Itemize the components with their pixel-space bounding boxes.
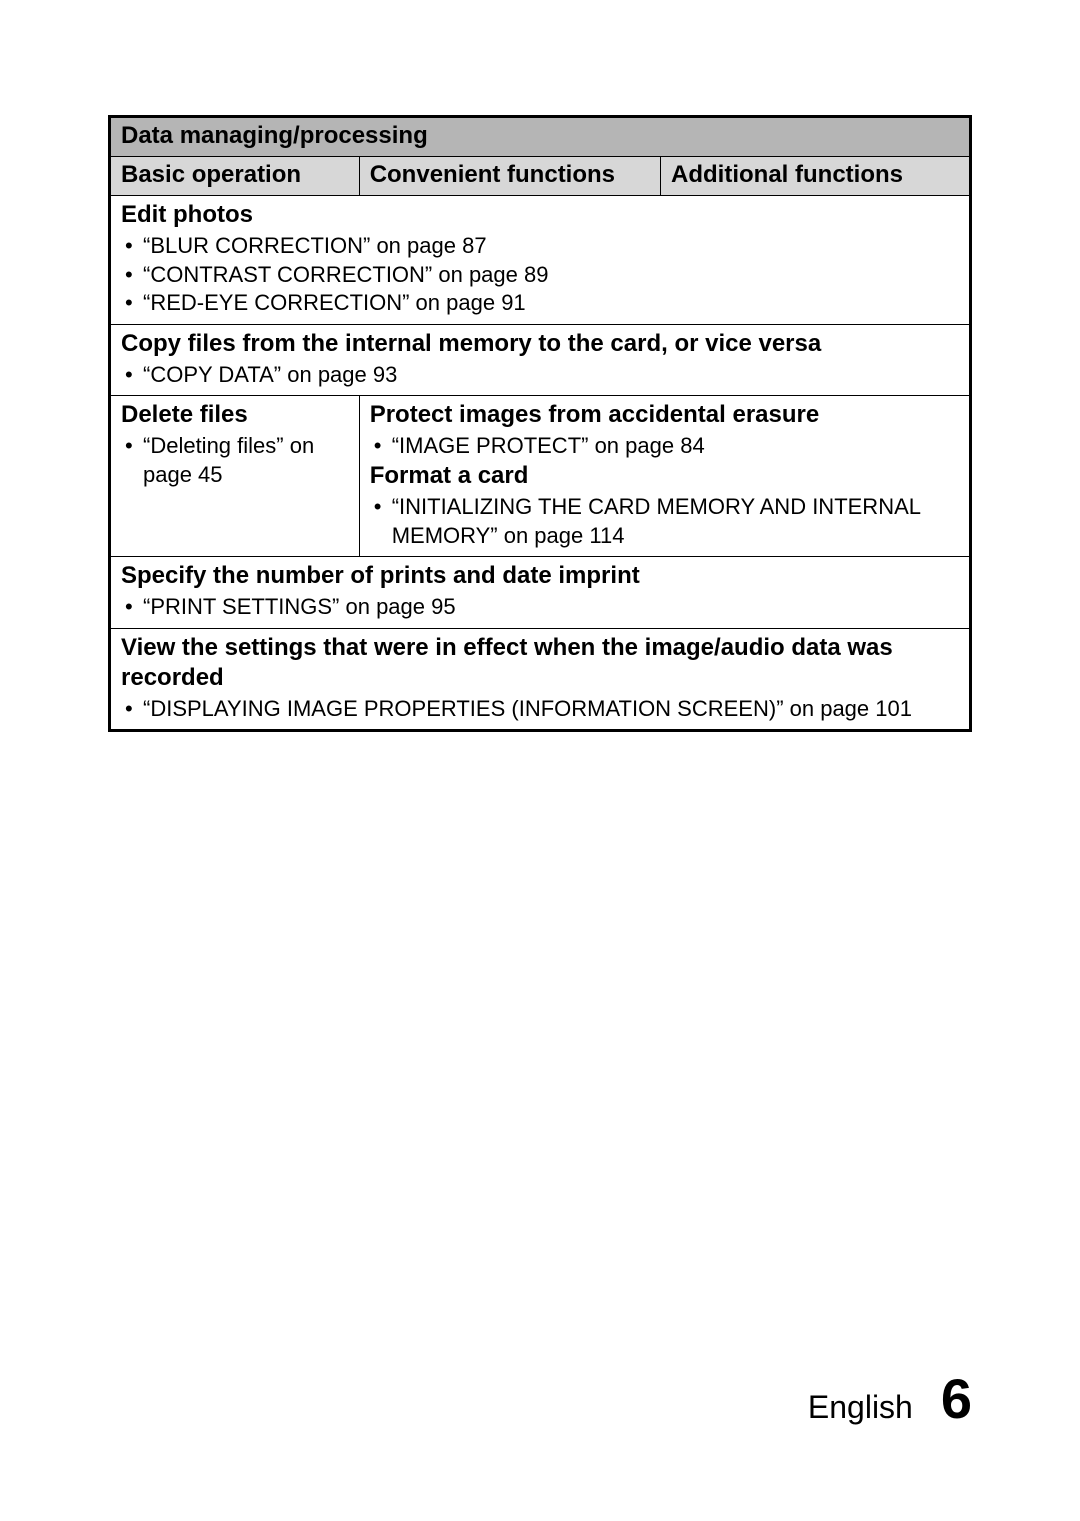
row-view-settings: View the settings that were in effect wh… [110, 628, 971, 731]
footer-page-number: 6 [941, 1366, 972, 1431]
row-delete-files: Delete files “Deleting files” on page 45 [110, 396, 360, 557]
row-protect-format: Protect images from accidental erasure “… [359, 396, 970, 557]
list-item: “RED-EYE CORRECTION” on page 91 [143, 289, 959, 318]
table-header-convenient-functions: Convenient functions [359, 157, 660, 196]
list-item: “DISPLAYING IMAGE PROPERTIES (INFORMATIO… [143, 695, 959, 724]
list-item: “BLUR CORRECTION” on page 87 [143, 232, 959, 261]
page-footer: English 6 [808, 1366, 972, 1431]
row-print-settings: Specify the number of prints and date im… [110, 557, 971, 629]
list-item: “INITIALIZING THE CARD MEMORY AND INTERN… [392, 493, 959, 550]
list-item: “Deleting files” on page 45 [143, 432, 349, 489]
format-card-title: Format a card [370, 461, 959, 491]
list-item: “PRINT SETTINGS” on page 95 [143, 593, 959, 622]
data-managing-table: Data managing/processing Basic operation… [108, 115, 972, 732]
list-item: “IMAGE PROTECT” on page 84 [392, 432, 959, 461]
row-edit-photos: Edit photos “BLUR CORRECTION” on page 87… [110, 196, 971, 325]
row-copy-files: Copy files from the internal memory to t… [110, 324, 971, 396]
copy-files-title: Copy files from the internal memory to t… [121, 329, 959, 359]
view-settings-title: View the settings that were in effect wh… [121, 633, 959, 693]
table-header-main: Data managing/processing [110, 117, 971, 157]
delete-files-title: Delete files [121, 400, 349, 430]
print-settings-title: Specify the number of prints and date im… [121, 561, 959, 591]
footer-language: English [808, 1389, 913, 1426]
protect-images-title: Protect images from accidental erasure [370, 400, 959, 430]
list-item: “COPY DATA” on page 93 [143, 361, 959, 390]
list-item: “CONTRAST CORRECTION” on page 89 [143, 261, 959, 290]
table-header-basic-operation: Basic operation [110, 157, 360, 196]
table-header-additional-functions: Additional functions [661, 157, 971, 196]
edit-photos-title: Edit photos [121, 200, 959, 230]
